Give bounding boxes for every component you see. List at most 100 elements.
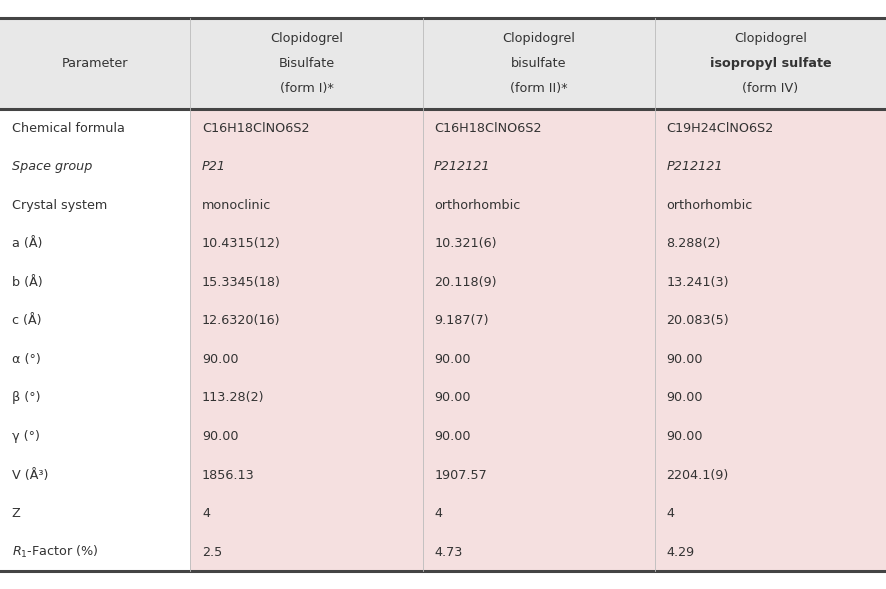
Bar [190,186,423,224]
Text: 2204.1(9): 2204.1(9) [666,468,728,481]
Text: 90.00: 90.00 [434,353,470,366]
Text: (form II)*: (form II)* [509,81,568,95]
Bar [423,263,655,302]
Text: 4: 4 [666,507,674,520]
Text: 4.73: 4.73 [434,545,462,558]
Bar [0,224,190,263]
Text: 13.241(3): 13.241(3) [666,276,729,289]
Bar [423,456,655,494]
Bar [0,379,190,417]
Bar [423,109,655,147]
Text: monoclinic: monoclinic [202,199,271,212]
Text: Clopidogrel: Clopidogrel [502,32,575,45]
Text: P212121: P212121 [434,160,491,173]
Text: C19H24ClNO6S2: C19H24ClNO6S2 [666,122,773,135]
Bar [190,302,423,340]
Text: 90.00: 90.00 [434,392,470,405]
Bar [0,263,190,302]
Text: 90.00: 90.00 [666,430,703,443]
Text: 9.187(7): 9.187(7) [434,315,489,327]
Bar [190,109,423,147]
Text: Clopidogrel: Clopidogrel [734,32,807,45]
Text: 1907.57: 1907.57 [434,468,487,481]
Text: 4.29: 4.29 [666,545,695,558]
Bar [0,456,190,494]
Text: β (°): β (°) [12,392,40,405]
Bar [190,263,423,302]
Bar [190,456,423,494]
Text: a (Å): a (Å) [12,237,42,250]
Bar [0,109,190,147]
Text: (form I)*: (form I)* [280,81,333,95]
Bar [423,186,655,224]
Bar [0,18,886,109]
Bar [190,379,423,417]
Bar [655,109,886,147]
Bar [0,494,190,533]
Bar [0,302,190,340]
Text: α (°): α (°) [12,353,40,366]
Text: 1856.13: 1856.13 [202,468,255,481]
Text: b (Å): b (Å) [12,276,43,289]
Text: 90.00: 90.00 [202,430,238,443]
Text: γ (°): γ (°) [12,430,39,443]
Bar [655,186,886,224]
Text: 8.288(2): 8.288(2) [666,237,720,250]
Bar [655,494,886,533]
Bar [0,340,190,379]
Bar [655,302,886,340]
Bar [190,533,423,571]
Bar [0,417,190,456]
Bar [190,340,423,379]
Text: c (Å): c (Å) [12,315,41,327]
Text: Space group: Space group [12,160,92,173]
Text: orthorhombic: orthorhombic [434,199,520,212]
Text: Z: Z [12,507,20,520]
Text: 90.00: 90.00 [202,353,238,366]
Bar [655,533,886,571]
Text: 10.4315(12): 10.4315(12) [202,237,281,250]
Text: 90.00: 90.00 [666,392,703,405]
Text: 90.00: 90.00 [434,430,470,443]
Bar [423,533,655,571]
Text: $\mathit{R}_{1}$-Factor (%): $\mathit{R}_{1}$-Factor (%) [12,544,98,560]
Text: 113.28(2): 113.28(2) [202,392,265,405]
Bar [0,147,190,186]
Text: isopropyl sulfate: isopropyl sulfate [710,57,831,70]
Bar [655,340,886,379]
Text: (form IV): (form IV) [742,81,798,95]
Text: Clopidogrel: Clopidogrel [270,32,343,45]
Text: V (Å³): V (Å³) [12,468,48,481]
Bar [190,147,423,186]
Text: C16H18ClNO6S2: C16H18ClNO6S2 [202,122,309,135]
Text: 90.00: 90.00 [666,353,703,366]
Bar [423,302,655,340]
Text: Parameter: Parameter [62,57,128,70]
Text: 4: 4 [434,507,442,520]
Bar [423,494,655,533]
Text: 20.118(9): 20.118(9) [434,276,497,289]
Bar [190,494,423,533]
Bar [655,379,886,417]
Bar [190,224,423,263]
Text: P21: P21 [202,160,226,173]
Text: Crystal system: Crystal system [12,199,107,212]
Text: 4: 4 [202,507,210,520]
Bar [655,263,886,302]
Text: 20.083(5): 20.083(5) [666,315,729,327]
Bar [423,147,655,186]
Text: bisulfate: bisulfate [511,57,566,70]
Bar [655,417,886,456]
Bar [423,379,655,417]
Bar [655,147,886,186]
Bar [0,186,190,224]
Text: 10.321(6): 10.321(6) [434,237,497,250]
Text: 12.6320(16): 12.6320(16) [202,315,281,327]
Bar [423,340,655,379]
Text: Chemical formula: Chemical formula [12,122,124,135]
Text: orthorhombic: orthorhombic [666,199,752,212]
Bar [655,224,886,263]
Bar [423,224,655,263]
Text: 2.5: 2.5 [202,545,222,558]
Bar [655,456,886,494]
